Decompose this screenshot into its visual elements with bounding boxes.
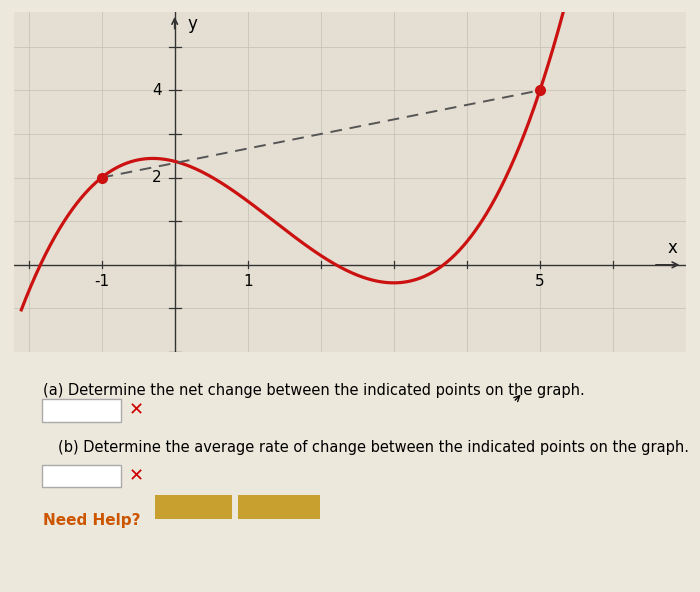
Text: 2: 2: [152, 170, 162, 185]
Text: Master It: Master It: [245, 500, 313, 513]
FancyBboxPatch shape: [238, 495, 320, 519]
Text: 4: 4: [152, 83, 162, 98]
Text: (a) Determine the net change between the indicated points on the graph.: (a) Determine the net change between the…: [43, 384, 585, 398]
Text: 2/3: 2/3: [50, 469, 74, 484]
Text: Need Help?: Need Help?: [43, 513, 140, 527]
Text: ✕: ✕: [130, 467, 144, 485]
Text: -1: -1: [94, 275, 109, 289]
FancyBboxPatch shape: [42, 465, 120, 487]
Text: 1: 1: [243, 275, 253, 289]
FancyBboxPatch shape: [42, 399, 120, 422]
Text: y: y: [188, 15, 197, 33]
Text: Read It: Read It: [167, 500, 220, 513]
Text: ✕: ✕: [130, 401, 144, 420]
Text: x: x: [667, 239, 677, 257]
Text: 5: 5: [535, 275, 545, 289]
Text: 1: 1: [50, 403, 60, 418]
Text: (b) Determine the average rate of change between the indicated points on the gra: (b) Determine the average rate of change…: [58, 440, 690, 455]
FancyBboxPatch shape: [155, 495, 232, 519]
